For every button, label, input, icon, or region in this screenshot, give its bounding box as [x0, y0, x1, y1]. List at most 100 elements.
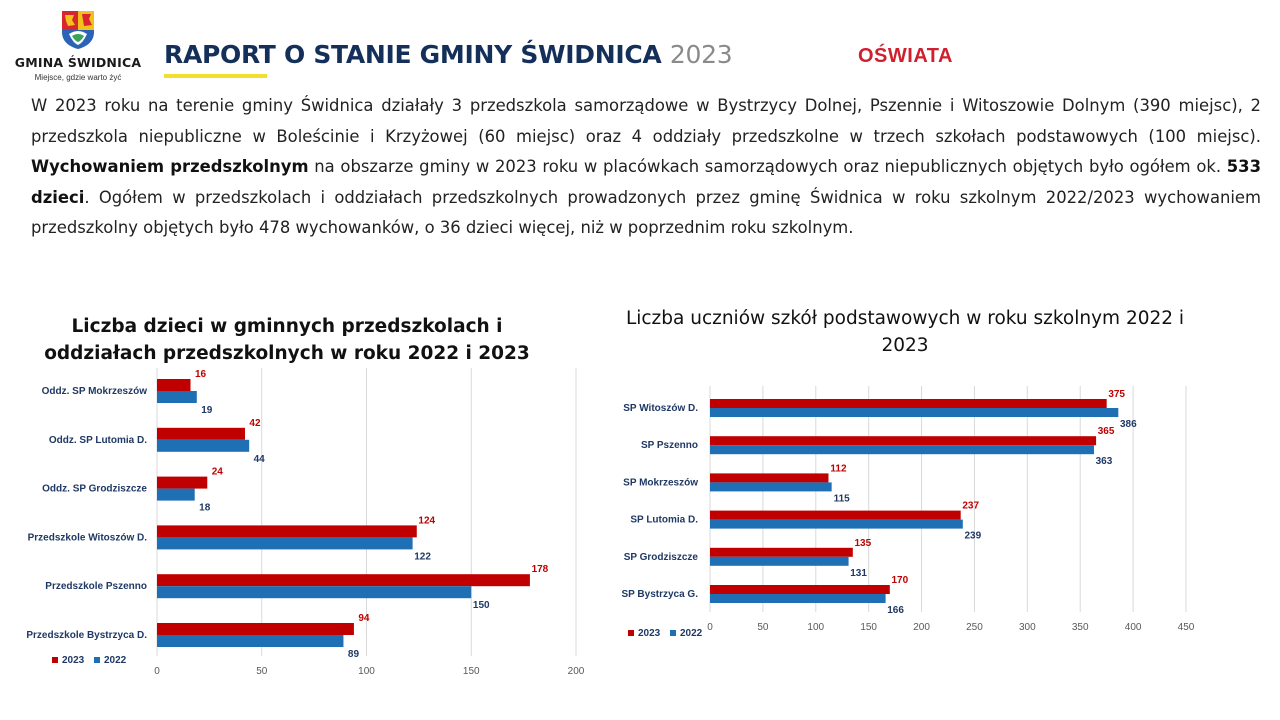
right-category-label: SP Pszenno [641, 440, 698, 451]
right-legend-label-2023: 2023 [638, 628, 661, 639]
left-bar-2023 [157, 476, 208, 489]
left-tick-label: 0 [154, 666, 160, 677]
left-tick-label: 50 [256, 666, 268, 677]
left-data-label-2022: 19 [201, 405, 213, 416]
right-legend-label-2022: 2022 [680, 628, 703, 639]
right-bar-2023 [710, 585, 890, 594]
right-data-label-2023: 237 [962, 501, 979, 512]
right-data-label-2023: 365 [1098, 426, 1115, 437]
left-data-label-2022: 44 [254, 454, 266, 465]
intro-text-1: W 2023 roku na terenie gminy Świdnica dz… [31, 96, 1261, 146]
right-tick-label: 100 [807, 622, 824, 633]
right-bar-2023 [710, 510, 961, 520]
left-data-label-2023: 42 [249, 418, 261, 429]
left-data-label-2023: 16 [195, 369, 207, 380]
left-legend-swatch-2023 [52, 657, 58, 663]
right-data-label-2022: 363 [1096, 456, 1113, 467]
right-data-label-2023: 112 [830, 463, 847, 474]
intro-bold-2: 533 dzieci [31, 157, 1261, 207]
report-year: 2023 [669, 40, 733, 69]
right-bar-2022 [710, 408, 1119, 417]
left-category-label: Oddz. SP Lutomia D. [49, 435, 147, 446]
report-title: RAPORT O STANIE GMINY ŚWIDNICA 2023 [164, 40, 733, 69]
logo-name: GMINA ŚWIDNICA [14, 55, 142, 70]
left-tick-label: 200 [568, 666, 585, 677]
left-category-label: Przedszkole Pszenno [45, 581, 147, 592]
right-data-label-2022: 166 [887, 605, 904, 616]
right-tick-label: 350 [1072, 622, 1089, 633]
title-underline [164, 74, 267, 78]
left-data-label-2022: 122 [414, 551, 431, 562]
right-bar-2023 [710, 547, 853, 557]
right-legend-swatch-2022 [670, 630, 676, 636]
left-tick-label: 150 [463, 666, 480, 677]
left-bar-2023 [157, 574, 530, 587]
left-data-label-2022: 89 [348, 649, 360, 660]
right-tick-label: 150 [860, 622, 877, 633]
right-category-label: SP Lutomia D. [630, 515, 698, 526]
right-bar-2022 [710, 556, 849, 566]
right-category-label: SP Mokrzeszów [623, 477, 698, 488]
right-bar-2022 [710, 482, 832, 492]
left-legend-label-2023: 2023 [62, 655, 85, 666]
right-legend-swatch-2023 [628, 630, 634, 636]
right-tick-label: 450 [1178, 622, 1195, 633]
right-tick-label: 0 [707, 622, 713, 633]
right-bar-2022 [710, 445, 1094, 455]
left-data-label-2022: 150 [473, 600, 490, 611]
right-tick-label: 300 [1019, 622, 1036, 633]
right-data-label-2022: 386 [1120, 419, 1137, 430]
left-data-label-2023: 124 [418, 515, 435, 526]
right-data-label-2023: 135 [854, 538, 871, 549]
intro-paragraph: W 2023 roku na terenie gminy Świdnica dz… [31, 91, 1261, 244]
left-legend-swatch-2022 [94, 657, 100, 663]
right-data-label-2023: 375 [1108, 389, 1125, 400]
right-data-label-2022: 239 [964, 531, 981, 542]
right-category-label: SP Witoszów D. [623, 403, 698, 414]
right-data-label-2022: 131 [850, 568, 867, 579]
right-bar-2023 [710, 399, 1107, 408]
left-bar-2022 [157, 488, 195, 501]
left-data-label-2023: 94 [358, 613, 370, 624]
left-legend-label-2022: 2022 [104, 655, 127, 666]
right-tick-label: 200 [913, 622, 930, 633]
report-title-text: RAPORT O STANIE GMINY ŚWIDNICA [164, 40, 662, 69]
left-category-label: Przedszkole Witoszów D. [28, 532, 148, 543]
chart-left-title: Liczba dzieci w gminnych przedszkolach i… [44, 316, 530, 364]
left-tick-label: 100 [358, 666, 375, 677]
left-bar-2023 [157, 623, 354, 635]
intro-bold-1: Wychowaniem przedszkolnym [31, 157, 309, 176]
right-bar-2023 [710, 436, 1097, 446]
section-label: OŚWIATA [858, 45, 953, 67]
intro-text-2: na obszarze gminy w 2023 roku w placówka… [308, 157, 1227, 176]
left-category-label: Oddz. SP Mokrzeszów [42, 386, 148, 397]
left-category-label: Przedszkole Bystrzyca D. [26, 630, 147, 641]
chart-right-title: Liczba uczniów szkół podstawowych w roku… [625, 308, 1185, 356]
gmina-logo: GMINA ŚWIDNICA Miejsce, gdzie warto żyć [14, 10, 142, 82]
right-bar-2023 [710, 473, 829, 483]
right-category-label: SP Grodziszcze [624, 552, 699, 563]
left-bar-2022 [157, 635, 344, 647]
left-bar-2022 [157, 586, 472, 599]
right-category-label: SP Bystrzyca G. [621, 589, 698, 600]
right-tick-label: 400 [1125, 622, 1142, 633]
left-bar-2023 [157, 379, 191, 391]
left-bar-2023 [157, 525, 417, 538]
left-bar-2022 [157, 391, 197, 403]
left-data-label-2023: 178 [532, 564, 549, 575]
intro-text-3: . Ogółem w przedszkolach i oddziałach pr… [31, 187, 1261, 238]
left-category-label: Oddz. SP Grodziszcze [42, 484, 147, 495]
right-data-label-2023: 170 [891, 575, 908, 586]
coat-of-arms-icon [62, 11, 94, 49]
left-bar-2022 [157, 537, 413, 550]
right-data-label-2022: 115 [834, 493, 851, 504]
right-tick-label: 50 [757, 622, 769, 633]
left-bar-2022 [157, 439, 250, 452]
logo-tagline: Miejsce, gdzie warto żyć [34, 73, 122, 82]
right-bar-2022 [710, 519, 963, 529]
left-data-label-2023: 24 [212, 467, 224, 478]
right-bar-2022 [710, 594, 886, 603]
left-data-label-2022: 18 [199, 503, 211, 514]
